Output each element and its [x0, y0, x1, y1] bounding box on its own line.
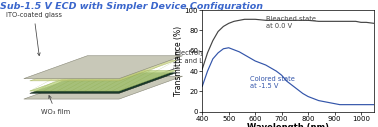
Text: WO₃ film: WO₃ film	[41, 96, 70, 115]
Text: Colored state
at -1.5 V: Colored state at -1.5 V	[250, 76, 295, 89]
Text: Bleached state
at 0.0 V: Bleached state at 0.0 V	[266, 16, 316, 29]
Polygon shape	[30, 70, 176, 91]
Text: Sub-1.5 V ECD with Simpler Device Configuration: Sub-1.5 V ECD with Simpler Device Config…	[0, 2, 263, 11]
Polygon shape	[24, 76, 183, 99]
Polygon shape	[30, 60, 176, 81]
X-axis label: Wavelength (nm): Wavelength (nm)	[247, 123, 329, 127]
Y-axis label: Transmittance (%): Transmittance (%)	[174, 26, 183, 96]
Text: ITO-coated glass: ITO-coated glass	[6, 12, 62, 56]
Polygon shape	[30, 73, 176, 93]
Polygon shape	[24, 56, 183, 79]
Text: Electrolyte including
Fc and Li salt: Electrolyte including Fc and Li salt	[139, 50, 243, 81]
